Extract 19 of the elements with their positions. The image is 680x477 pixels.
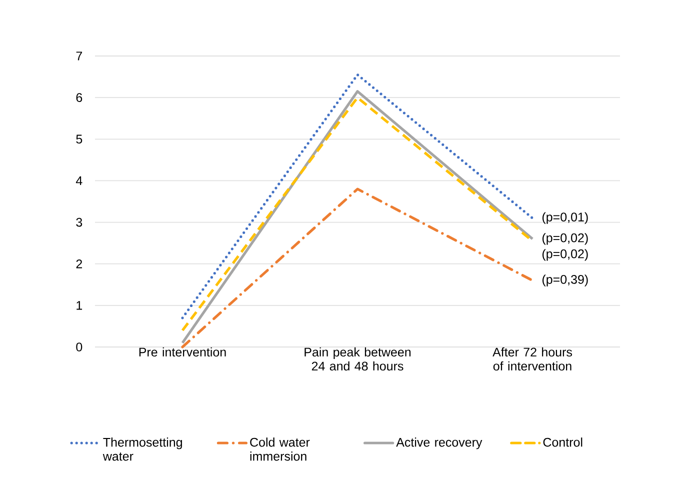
legend-label: Cold water immersion (250, 438, 310, 461)
y-tick-label: 1 (76, 301, 82, 310)
x-tick-label: Pain peak between 24 and 48 hours (304, 347, 411, 371)
legend-label: Thermosetting water (102, 438, 182, 461)
y-tick-label: 4 (76, 176, 82, 186)
y-tick-label: 6 (76, 93, 82, 102)
legend-label: Active recovery (396, 438, 482, 450)
y-tick-label: 0 (76, 342, 82, 352)
y-tick-label: 7 (76, 52, 82, 60)
x-tick-label: Pre intervention (139, 347, 226, 357)
annotation: (p=0,02) (542, 249, 588, 261)
y-tick-label: 5 (76, 134, 82, 144)
y-tick-label: 2 (76, 260, 82, 268)
y-tick-label: 3 (76, 218, 82, 227)
annotation: (p=0,01) (542, 212, 588, 224)
annotation: (p=0,02) (542, 233, 588, 245)
x-tick-label: After 72 hours of intervention (492, 347, 572, 371)
annotation: (p=0,39) (542, 274, 588, 286)
legend-label: Control (543, 438, 582, 447)
